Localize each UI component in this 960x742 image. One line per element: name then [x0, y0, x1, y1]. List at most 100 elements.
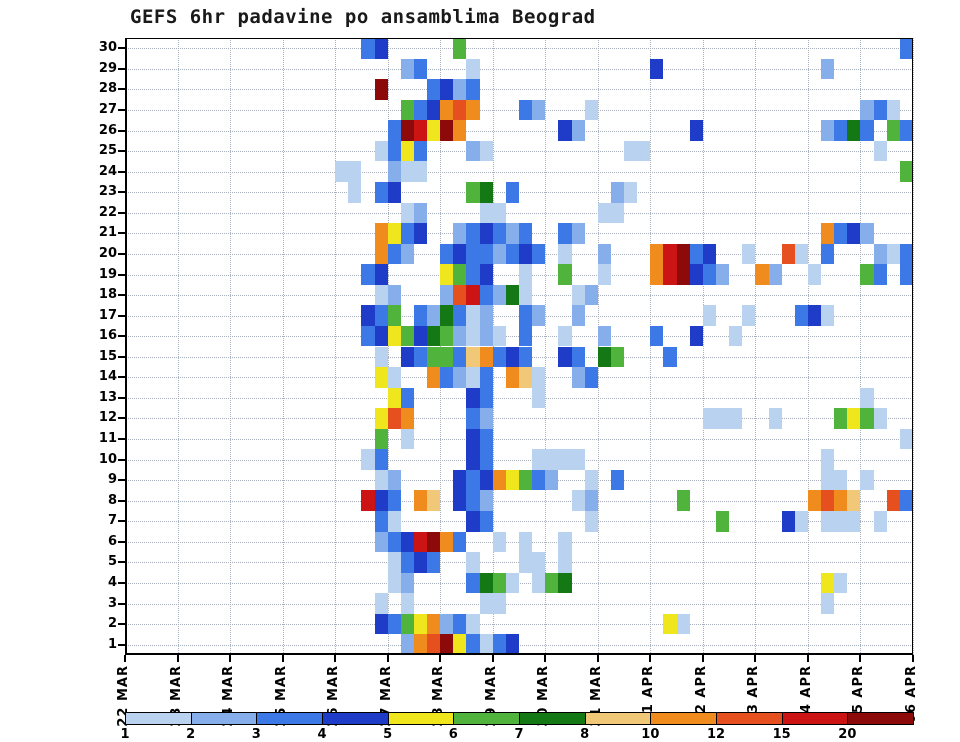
grid-cell	[847, 511, 861, 532]
grid-cell	[505, 181, 519, 203]
grid-cell	[847, 223, 861, 244]
legend-value-label: 5	[383, 727, 393, 742]
legend-value-label: 3	[251, 727, 261, 742]
grid-cell	[676, 490, 690, 512]
grid-cell	[545, 449, 559, 470]
y-axis-tick	[118, 540, 125, 543]
legend-value-label: 4	[317, 727, 327, 742]
grid-cell	[361, 305, 375, 326]
grid-cell	[597, 325, 611, 347]
grid-cell	[519, 264, 533, 285]
grid-cell	[427, 346, 441, 368]
grid-cell	[781, 511, 795, 532]
grid-cell	[400, 593, 414, 614]
vertical-gridline	[387, 38, 389, 655]
grid-cell	[742, 243, 756, 265]
grid-cell	[427, 613, 441, 635]
y-axis-label: 9	[107, 472, 117, 488]
grid-cell	[374, 490, 388, 512]
grid-cell	[466, 305, 480, 326]
grid-cell	[519, 325, 533, 347]
grid-cell	[466, 449, 480, 470]
grid-cell	[413, 634, 428, 655]
y-axis-tick	[118, 582, 125, 585]
grid-cell	[492, 593, 506, 614]
grid-cell	[413, 346, 428, 368]
y-axis-tick	[118, 520, 125, 523]
grid-cell	[571, 449, 585, 470]
legend-value-label: 6	[448, 727, 458, 742]
y-axis-label: 23	[98, 184, 117, 200]
grid-cell	[532, 305, 546, 326]
grid-cell	[400, 99, 414, 121]
y-axis-tick	[118, 273, 125, 276]
grid-cell	[899, 490, 913, 512]
grid-cell	[479, 325, 493, 347]
grid-cell	[834, 223, 848, 244]
grid-cell	[899, 243, 913, 265]
x-axis-tick	[386, 655, 389, 662]
x-axis-tick	[754, 655, 757, 662]
grid-cell	[400, 161, 414, 182]
grid-cell	[571, 346, 585, 368]
grid-cell	[834, 408, 848, 429]
grid-cell	[413, 223, 428, 244]
grid-cell	[492, 202, 506, 224]
grid-cell	[466, 634, 480, 655]
y-axis-label: 10	[98, 451, 117, 467]
legend-color-segment	[847, 712, 914, 725]
grid-cell	[886, 243, 900, 265]
grid-cell	[597, 346, 611, 368]
legend-color-segment	[584, 712, 652, 725]
grid-cell	[847, 490, 861, 512]
grid-cell	[427, 325, 441, 347]
y-axis-tick	[118, 191, 125, 194]
vertical-gridline	[282, 38, 284, 655]
y-axis-tick	[118, 438, 125, 441]
legend-color-segment	[781, 712, 849, 725]
vertical-gridline	[650, 38, 652, 655]
grid-cell	[742, 305, 756, 326]
grid-cell	[374, 408, 388, 429]
grid-cell	[466, 79, 480, 100]
y-axis-tick	[118, 88, 125, 91]
grid-cell	[729, 325, 743, 347]
grid-cell	[505, 367, 519, 388]
grid-cell	[387, 181, 401, 203]
grid-cell	[440, 79, 454, 100]
grid-cell	[519, 305, 533, 326]
grid-cell	[413, 613, 428, 635]
legend-color-segment	[322, 712, 389, 725]
grid-cell	[860, 264, 874, 285]
grid-cell	[899, 428, 913, 450]
y-axis-label: 22	[98, 204, 117, 220]
grid-cell	[374, 264, 388, 285]
grid-cell	[558, 572, 572, 594]
vertical-gridline	[545, 38, 547, 655]
y-axis-tick	[118, 211, 125, 214]
y-axis-label: 29	[98, 60, 117, 76]
y-axis-label: 8	[107, 492, 117, 508]
grid-cell	[716, 408, 730, 429]
grid-cell	[453, 223, 467, 244]
grid-cell	[702, 264, 716, 285]
grid-cell	[374, 346, 388, 368]
grid-cell	[453, 243, 467, 265]
grid-cell	[374, 469, 388, 491]
grid-cell	[374, 593, 388, 614]
grid-cell	[400, 223, 414, 244]
grid-cell	[466, 428, 480, 450]
grid-cell	[387, 223, 401, 244]
grid-cell	[532, 367, 546, 388]
grid-cell	[466, 490, 480, 512]
y-axis-label: 24	[98, 163, 117, 179]
chart-title: GEFS 6hr padavine po ansamblima Beograd	[130, 6, 596, 28]
grid-cell	[466, 284, 480, 306]
grid-cell	[440, 367, 454, 388]
grid-cell	[821, 58, 835, 80]
y-axis-tick	[118, 355, 125, 358]
x-axis-tick	[859, 655, 862, 662]
horizontal-gridline	[125, 48, 913, 50]
vertical-gridline	[177, 38, 179, 655]
x-axis-tick	[229, 655, 232, 662]
